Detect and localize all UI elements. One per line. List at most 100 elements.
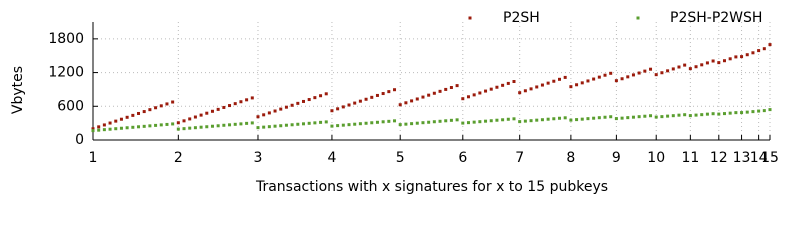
point bbox=[506, 117, 510, 121]
point bbox=[478, 120, 482, 124]
point bbox=[188, 117, 192, 121]
point bbox=[700, 63, 704, 67]
point bbox=[518, 120, 522, 124]
point bbox=[563, 116, 567, 120]
point bbox=[552, 117, 556, 121]
point bbox=[210, 109, 214, 113]
point bbox=[649, 67, 653, 71]
point bbox=[495, 118, 499, 122]
point bbox=[131, 125, 135, 129]
point bbox=[370, 95, 374, 99]
point bbox=[575, 118, 579, 122]
point bbox=[466, 95, 470, 99]
point bbox=[290, 103, 294, 107]
point bbox=[324, 92, 328, 96]
point bbox=[239, 122, 243, 126]
point bbox=[643, 114, 647, 118]
legend-marker bbox=[636, 16, 640, 20]
point bbox=[119, 126, 123, 130]
point bbox=[597, 75, 601, 79]
point bbox=[210, 124, 214, 128]
point bbox=[484, 119, 488, 123]
point bbox=[694, 113, 698, 117]
point bbox=[284, 123, 288, 127]
point bbox=[256, 126, 260, 130]
point bbox=[102, 128, 106, 132]
point bbox=[216, 107, 220, 111]
point bbox=[768, 108, 772, 112]
y-tick-label: 0 bbox=[75, 132, 84, 148]
point bbox=[694, 65, 698, 69]
point bbox=[102, 123, 106, 127]
point bbox=[171, 100, 175, 104]
point bbox=[711, 112, 715, 116]
point bbox=[683, 113, 687, 117]
point bbox=[330, 109, 334, 113]
point bbox=[495, 85, 499, 89]
point bbox=[438, 119, 442, 123]
point bbox=[637, 115, 641, 119]
point bbox=[484, 89, 488, 93]
point bbox=[296, 122, 300, 126]
point bbox=[660, 71, 664, 75]
x-tick-label: 5 bbox=[396, 150, 405, 166]
point bbox=[558, 77, 562, 81]
point bbox=[580, 81, 584, 85]
y-tick-label: 1200 bbox=[48, 65, 84, 81]
point bbox=[222, 123, 226, 127]
point bbox=[688, 114, 692, 118]
point bbox=[375, 120, 379, 124]
point bbox=[631, 115, 635, 119]
point bbox=[444, 87, 448, 91]
point bbox=[387, 119, 391, 123]
point bbox=[586, 79, 590, 83]
point bbox=[324, 120, 328, 124]
x-tick-label: 9 bbox=[612, 150, 621, 166]
point bbox=[273, 109, 277, 113]
legend-marker bbox=[468, 16, 472, 20]
x-tick-label: 4 bbox=[327, 150, 336, 166]
point bbox=[319, 120, 323, 124]
point bbox=[176, 127, 180, 131]
point bbox=[626, 75, 630, 79]
point bbox=[620, 77, 624, 81]
point bbox=[410, 99, 414, 103]
point bbox=[347, 123, 351, 127]
point bbox=[580, 117, 584, 121]
point bbox=[728, 57, 732, 61]
point bbox=[358, 99, 362, 103]
point bbox=[364, 121, 368, 125]
point bbox=[245, 121, 249, 125]
point bbox=[592, 116, 596, 120]
point bbox=[501, 118, 505, 122]
y-tick-label: 600 bbox=[57, 98, 84, 114]
point bbox=[307, 121, 311, 125]
point bbox=[734, 55, 738, 59]
point bbox=[199, 113, 203, 117]
point bbox=[222, 105, 226, 109]
point bbox=[523, 119, 527, 123]
point bbox=[370, 121, 374, 125]
point bbox=[631, 73, 635, 77]
point bbox=[410, 122, 414, 126]
point bbox=[563, 75, 567, 79]
point bbox=[614, 117, 618, 121]
point bbox=[301, 99, 305, 103]
point bbox=[529, 87, 533, 91]
point bbox=[757, 49, 761, 53]
point bbox=[284, 105, 288, 109]
point bbox=[353, 122, 357, 126]
point bbox=[398, 103, 402, 107]
point bbox=[745, 110, 749, 114]
point bbox=[381, 120, 385, 124]
point bbox=[455, 84, 459, 88]
point bbox=[301, 122, 305, 126]
point bbox=[455, 118, 459, 122]
point bbox=[489, 119, 493, 123]
point bbox=[154, 123, 158, 127]
point bbox=[250, 121, 254, 125]
point bbox=[552, 79, 556, 83]
point bbox=[438, 89, 442, 93]
point bbox=[637, 71, 641, 75]
point bbox=[649, 114, 653, 118]
